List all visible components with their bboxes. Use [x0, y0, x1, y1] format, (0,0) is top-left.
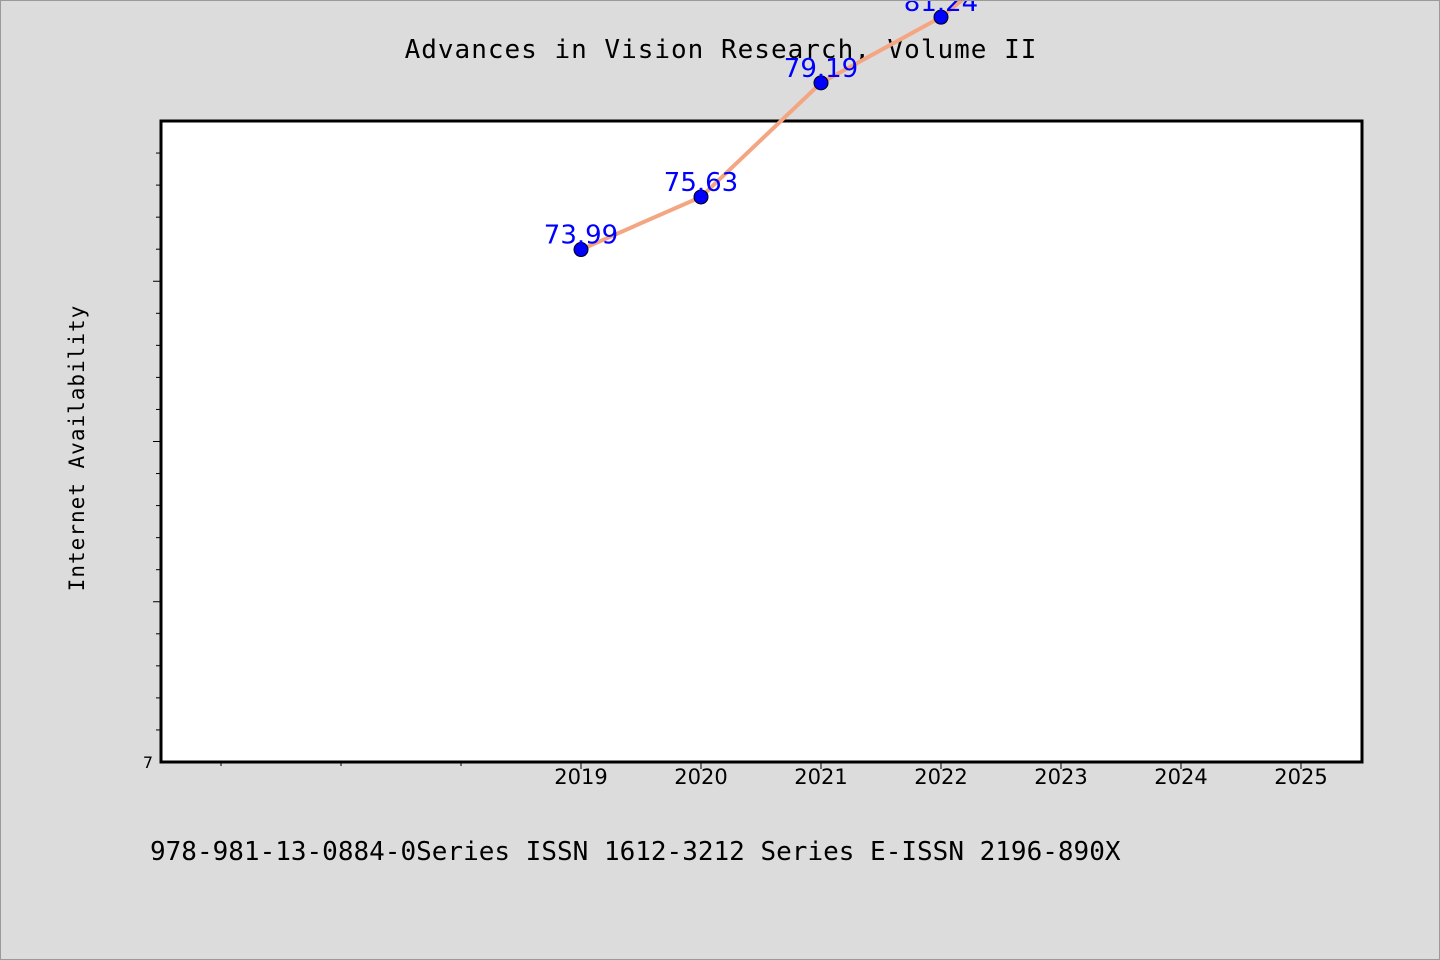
data-label: 79.19 [784, 54, 858, 84]
data-point [693, 189, 709, 205]
data-point [933, 9, 949, 25]
data-label: 81.24 [904, 1, 978, 18]
data-point [813, 75, 829, 91]
x-tick-label: 2021 [794, 765, 847, 789]
x-tick-label: 2019 [554, 765, 607, 789]
x-tick-label: 2023 [1034, 765, 1087, 789]
isbn-issn-note: 978-981-13-0884-0Series ISSN 1612-3212 S… [150, 837, 1121, 867]
x-tick-label: 2020 [674, 765, 727, 789]
x-tick-label: 2024 [1154, 765, 1207, 789]
y-tick-label: 7 [143, 753, 153, 772]
x-tick-label: 2025 [1274, 765, 1327, 789]
data-label: 75.63 [664, 168, 738, 198]
plot-frame [159, 119, 1364, 764]
data-label: 73.99 [544, 221, 618, 251]
chart-title: Advances in Vision Research, Volume II [404, 35, 1038, 65]
plot-area: 7 2019 2020 2021 2022 2023 2024 2025 73.99 75.63 7… [143, 1, 1364, 789]
x-tick-label: 2022 [914, 765, 967, 789]
data-point [573, 242, 589, 258]
